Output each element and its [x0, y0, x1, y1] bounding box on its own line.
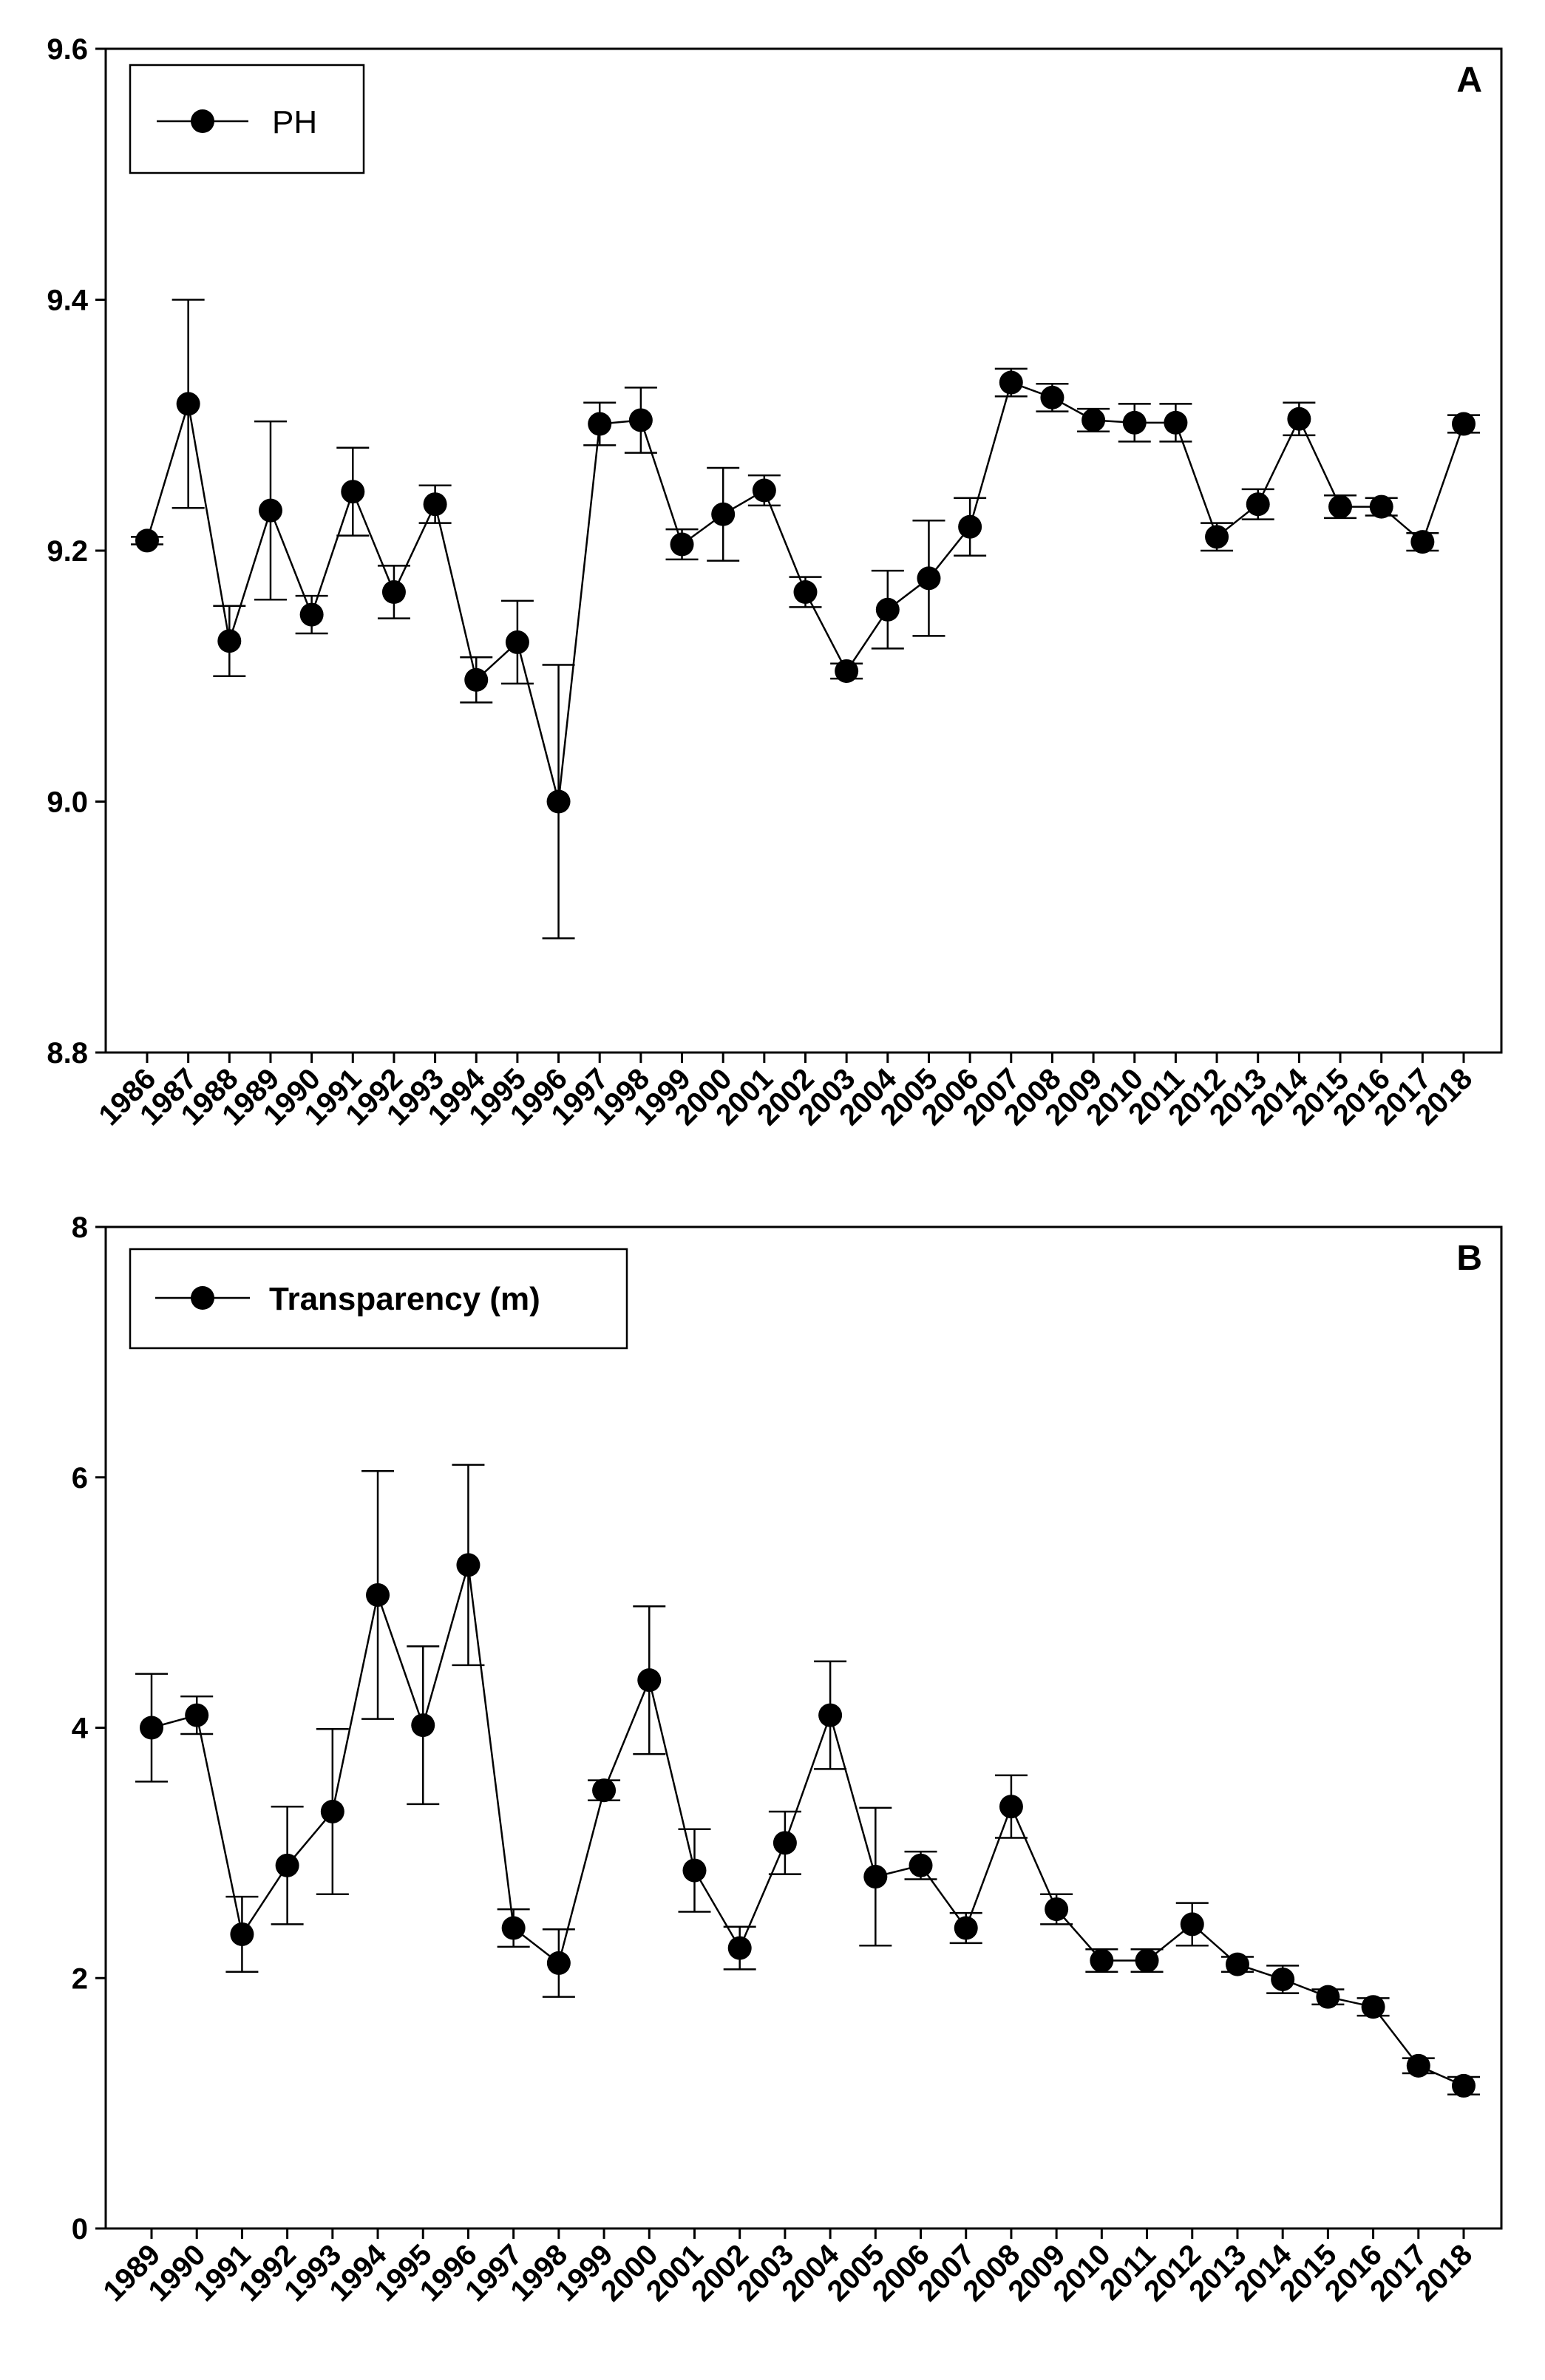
panel-b-data-point: [1361, 1995, 1385, 2019]
panel-b-legend: Transparency (m): [129, 1248, 628, 1350]
panel-a-data-point: [135, 528, 159, 553]
panel-b-data-point: [863, 1865, 888, 1889]
panel-a-ytick-label: 8.8: [47, 1037, 88, 1070]
panel-a-data-point: [1369, 494, 1393, 519]
panel-a-ytick-label: 9.2: [47, 535, 88, 568]
panel-a-data-point: [917, 566, 941, 591]
panel-a-data-point: [505, 630, 529, 654]
panel-a-data-point: [670, 532, 694, 557]
panel-a-data-point: [381, 580, 406, 605]
panel-b-data-point: [501, 1916, 526, 1940]
panel-b-data-point: [637, 1668, 662, 1693]
panel-a-data-point: [1164, 410, 1188, 435]
panel-a-data-point: [546, 789, 571, 814]
panel-a-data-point: [1410, 530, 1435, 554]
panel-b-data-point: [1271, 1967, 1295, 1991]
panel-b-legend-marker: [191, 1286, 214, 1310]
panel-a-data-point: [176, 392, 200, 416]
panel-a-data-point: [793, 580, 818, 605]
panel-a-data-point: [1082, 408, 1106, 432]
panel-a-data-point: [258, 498, 282, 523]
panel-a-legend-label: PH: [272, 104, 317, 140]
panel-b-data-point: [954, 1916, 978, 1940]
panel-b-data-point: [1225, 1952, 1249, 1976]
panel-a-ytick-label: 9.6: [47, 33, 88, 66]
panel-b-data-point: [909, 1853, 933, 1877]
panel-a-legend-box: [129, 64, 365, 174]
panel-b-legend-label: Transparency (m): [269, 1281, 540, 1317]
panel-a-data-point: [1287, 407, 1311, 431]
panel-b-data-point: [456, 1553, 481, 1577]
panel-a-ytick-label: 9.0: [47, 786, 88, 819]
panel-b-data-point: [366, 1582, 390, 1607]
panel-b-data-point: [682, 1858, 707, 1883]
panel-a-data-point: [217, 629, 242, 653]
panel-b-data-point: [140, 1716, 163, 1740]
panel-b-ytick-label: 0: [72, 2213, 88, 2245]
panel-b-data-point: [727, 1936, 752, 1960]
panel-b-data-point: [592, 1778, 617, 1803]
panel-a-data-point: [1452, 412, 1476, 436]
panel-a-ytick-label: 9.4: [47, 285, 88, 317]
panel-a-data-point: [464, 667, 489, 692]
panel-a-data-point: [1205, 525, 1229, 549]
panel-b-data-point: [320, 1799, 344, 1823]
panel-a-data-point: [958, 514, 982, 539]
panel-a-data-point: [423, 492, 447, 517]
panel-b-data-point: [411, 1713, 435, 1738]
panel-b-data-point: [818, 1703, 843, 1727]
panel-a-data-point: [1246, 492, 1270, 517]
panel-a-letter: A: [1456, 61, 1482, 100]
panel-b-data-point: [1406, 2053, 1430, 2078]
panel-a-data-point: [752, 478, 776, 503]
panel-b-data-point: [185, 1703, 209, 1727]
panel-b-data-point: [275, 1853, 299, 1877]
panel-b-ytick-label: 4: [72, 1713, 89, 1745]
panel-b-data-point: [230, 1922, 254, 1946]
panel-a-data-point: [1040, 385, 1064, 409]
panel-a-data-point: [628, 408, 653, 432]
panel-a-data-point: [999, 370, 1023, 395]
panel-a-legend-marker: [191, 109, 214, 133]
panel-b-data-point: [772, 1831, 797, 1855]
panel-b-data-point: [1045, 1897, 1069, 1922]
panel-a-data-point: [1122, 410, 1147, 435]
panel-b-data-point: [1452, 2073, 1476, 2098]
panel-b-data-point: [999, 1795, 1023, 1819]
panel-a-data-point: [341, 480, 365, 504]
panel-a-data-point: [835, 659, 859, 683]
panel-a-data-point: [1328, 494, 1353, 519]
panel-b-data-point: [546, 1951, 571, 1975]
panel-b-ytick-label: 2: [72, 1962, 88, 1995]
panel-a-data-point: [588, 412, 612, 436]
panel-b-data-point: [1316, 1985, 1340, 2009]
panel-b-data-point: [1135, 1948, 1159, 1973]
panel-a-legend: PH: [129, 64, 365, 174]
panel-a-data-point: [711, 502, 736, 526]
panel-a-data-point: [299, 602, 324, 627]
panel-b-letter: B: [1456, 1239, 1482, 1278]
panel-b-data-point: [1090, 1948, 1114, 1973]
panel-b-data-point: [1180, 1912, 1204, 1937]
panel-a-data-point: [875, 597, 900, 622]
panel-b-ytick-label: 6: [72, 1462, 88, 1495]
panel-b-ytick-label: 8: [72, 1211, 88, 1244]
